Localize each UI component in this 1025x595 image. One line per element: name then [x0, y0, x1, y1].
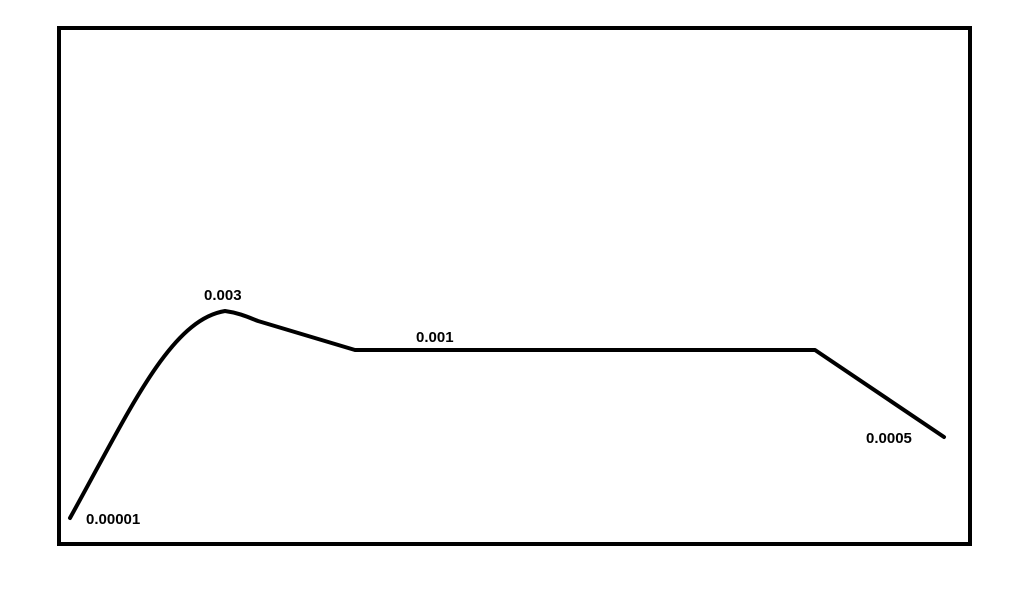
- data-label-peak: 0.003: [204, 287, 242, 304]
- chart-frame: [57, 26, 972, 546]
- data-label-plateau: 0.001: [416, 329, 454, 346]
- data-label-start: 0.00001: [86, 511, 140, 528]
- data-label-end: 0.0005: [866, 430, 912, 447]
- series-line: [68, 309, 946, 520]
- data-points: [70, 311, 944, 518]
